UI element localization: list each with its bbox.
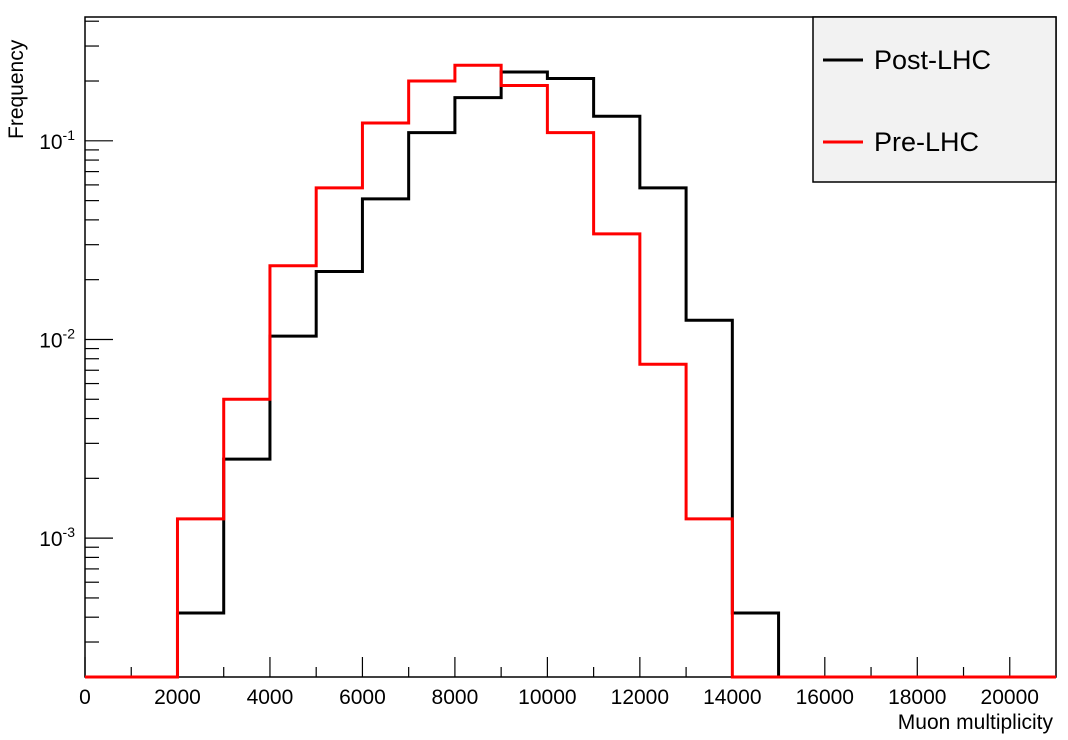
x-axis-ticks: 0 2000 4000 6000 8000 10000 12000 14000 16000 180…	[79, 657, 1039, 709]
x-tick-label: 20000	[981, 686, 1039, 709]
y-minor-ticks	[85, 20, 99, 643]
x-axis-label: Muon multiplicity	[898, 711, 1054, 734]
y-axis-label: Frequency	[5, 39, 28, 139]
x-tick-label: 14000	[703, 686, 761, 709]
x-tick-label: 6000	[339, 686, 386, 709]
series-line-pre-lhc	[85, 63, 1056, 679]
x-tick-label: 2000	[154, 686, 201, 709]
x-tick-label: 4000	[247, 686, 294, 709]
x-tick-label: 12000	[611, 686, 669, 709]
y-axis-ticks: 10-3 10-2 10-1	[39, 127, 113, 551]
series-layer	[85, 63, 1056, 679]
x-tick-label: 8000	[432, 686, 479, 709]
x-tick-label: 0	[79, 686, 91, 709]
y-tick-label: 10-3	[39, 524, 75, 551]
x-tick-label: 10000	[518, 686, 576, 709]
y-tick-label: 10-2	[39, 325, 75, 352]
plot-frame	[84, 16, 1057, 678]
legend-label-pre-lhc: Pre-LHC	[874, 127, 979, 157]
x-tick-label: 18000	[888, 686, 946, 709]
x-tick-label: 16000	[796, 686, 854, 709]
legend-box	[812, 16, 1057, 183]
y-tick-label: 10-1	[39, 127, 75, 154]
legend-label-post-lhc: Post-LHC	[874, 45, 991, 75]
legend: Post-LHC Pre-LHC	[812, 16, 1057, 183]
